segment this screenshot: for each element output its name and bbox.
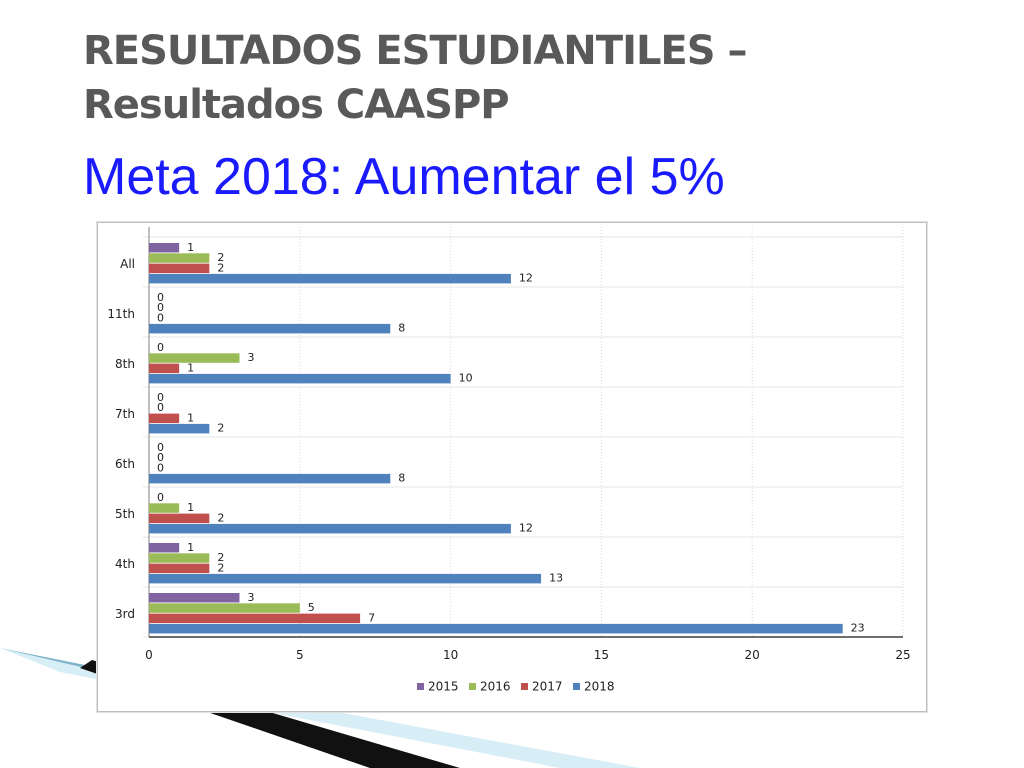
legend-swatch-2015 [417,683,424,690]
data-label-2017-11th: 0 [157,311,164,324]
bar-2018-6th [149,473,391,484]
bar-2018-5th [149,523,511,534]
bar-2017-4th [149,563,210,574]
data-label-2018-5th: 12 [519,522,533,535]
category-label-all: All [120,257,135,271]
data-label-2018-8th: 10 [459,372,473,385]
data-label-2017-3rd: 7 [368,611,375,624]
bar-2017-3rd [149,613,361,624]
data-label-2016-3rd: 5 [308,601,315,614]
x-tick-label-0: 0 [145,648,153,662]
bar-2015-4th [149,543,180,553]
data-label-2016-11th: 0 [157,301,164,314]
data-label-2018-7th: 2 [217,422,224,435]
data-label-2017-5th: 2 [217,511,224,524]
data-label-2015-11th: 0 [157,291,164,304]
slide-subtitle: Meta 2018: Aumentar el 5% [83,148,725,206]
data-label-2016-8th: 3 [247,351,254,364]
data-label-2018-3rd: 23 [851,622,865,635]
x-tick-label-5: 5 [296,648,304,662]
x-tick-label-10: 10 [443,648,458,662]
category-label-3rd: 3rd [115,607,135,621]
bar-2018-7th [149,423,210,434]
x-tick-label-25: 25 [895,648,910,662]
data-label-2018-all: 12 [519,272,533,285]
data-label-2017-4th: 2 [217,561,224,574]
bar-2017-8th [149,363,180,374]
chart-frame: All 1 2 2 12 11th 0 0 0 8 8th 0 3 1 10 7th 0 0 1 2 6th 0 0 0 8 5t… [97,222,927,712]
category-label-6th: 6th [115,457,135,471]
bar-2017-all [149,263,210,274]
data-label-2016-4th: 2 [217,551,224,564]
data-label-2015-8th: 0 [157,341,164,354]
bar-chart: All1221211th00088th031107th00126th00085t… [107,227,911,694]
bar-2018-4th [149,573,542,584]
x-tick-label-20: 20 [745,648,760,662]
data-label-2015-7th: 0 [157,391,164,404]
bar-2016-all [149,253,210,263]
bar-2016-5th [149,503,180,513]
data-label-2016-7th: 0 [157,401,164,414]
category-label-4th: 4th [115,557,135,571]
data-label-2018-6th: 8 [398,472,405,485]
category-label-11th: 11th [107,307,135,321]
bar-2016-8th [149,353,240,363]
bar-2017-5th [149,513,210,524]
title-line-2: Resultados CAASPP [83,82,510,128]
legend-label-2015: 2015 [428,680,459,694]
data-label-2017-8th: 1 [187,361,194,374]
bar-2018-11th [149,323,391,334]
data-label-2016-5th: 1 [187,501,194,514]
data-label-2017-7th: 1 [187,411,194,424]
data-label-2015-6th: 0 [157,441,164,454]
bar-2016-3rd [149,603,300,613]
legend-swatch-2017 [521,683,528,690]
bar-2015-3rd [149,593,240,603]
legend-swatch-2018 [573,683,580,690]
bar-2015-all [149,243,180,253]
category-label-7th: 7th [115,407,135,421]
bar-2018-3rd [149,623,843,634]
data-label-2016-6th: 0 [157,451,164,464]
data-label-2015-5th: 0 [157,491,164,504]
legend-label-2018: 2018 [584,680,615,694]
data-label-2018-11th: 8 [398,322,405,335]
category-label-5th: 5th [115,507,135,521]
category-label-8th: 8th [115,357,135,371]
legend-label-2017: 2017 [532,680,563,694]
data-label-2017-6th: 0 [157,461,164,474]
bar-2017-7th [149,413,180,424]
data-label-2015-3rd: 3 [247,591,254,604]
data-label-2015-all: 1 [187,241,194,254]
bar-2018-8th [149,373,451,384]
data-label-2017-all: 2 [217,261,224,274]
x-tick-label-15: 15 [594,648,609,662]
data-label-2018-4th: 13 [549,572,563,585]
title-line-1: RESULTADOS ESTUDIANTILES – [83,28,747,74]
data-label-2015-4th: 1 [187,541,194,554]
bar-2018-all [149,273,511,284]
bar-2016-4th [149,553,210,563]
data-label-2016-all: 2 [217,251,224,264]
slide-title: RESULTADOS ESTUDIANTILES – Resultados CA… [83,24,747,132]
legend-swatch-2016 [469,683,476,690]
legend-label-2016: 2016 [480,680,511,694]
